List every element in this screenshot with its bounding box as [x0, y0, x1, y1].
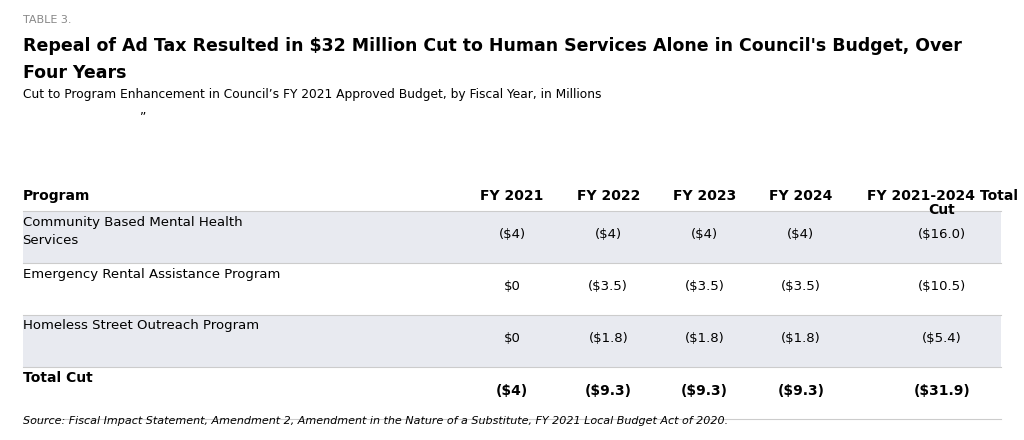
Text: TABLE 3.: TABLE 3.: [23, 15, 71, 26]
Text: Cut to Program Enhancement in Council’s FY 2021 Approved Budget, by Fiscal Year,: Cut to Program Enhancement in Council’s …: [23, 88, 601, 101]
Text: ($9.3): ($9.3): [681, 384, 728, 398]
Text: Community Based Mental Health
Services: Community Based Mental Health Services: [23, 216, 242, 246]
Text: Cut: Cut: [929, 203, 955, 217]
Text: FY 2024: FY 2024: [769, 189, 833, 203]
Text: Total Cut: Total Cut: [23, 371, 92, 385]
Text: ($4): ($4): [595, 228, 622, 241]
Text: ($9.3): ($9.3): [585, 384, 632, 398]
Text: Source: Fiscal Impact Statement, Amendment 2, Amendment in the Nature of a Subst: Source: Fiscal Impact Statement, Amendme…: [23, 416, 728, 426]
Text: ($1.8): ($1.8): [685, 332, 724, 345]
Text: $0: $0: [504, 280, 520, 293]
Text: ($10.5): ($10.5): [918, 280, 967, 293]
Text: ($1.8): ($1.8): [781, 332, 820, 345]
Text: FY 2021: FY 2021: [480, 189, 544, 203]
Text: ($3.5): ($3.5): [781, 280, 820, 293]
Text: ($9.3): ($9.3): [777, 384, 824, 398]
Text: ($31.9): ($31.9): [913, 384, 971, 398]
Text: Repeal of Ad Tax Resulted in $32 Million Cut to Human Services Alone in Council': Repeal of Ad Tax Resulted in $32 Million…: [23, 37, 962, 55]
Text: Four Years: Four Years: [23, 64, 126, 82]
Text: Program: Program: [23, 189, 90, 203]
Text: Homeless Street Outreach Program: Homeless Street Outreach Program: [23, 319, 259, 333]
Text: ($4): ($4): [499, 228, 525, 241]
Text: FY 2021-2024 Total: FY 2021-2024 Total: [866, 189, 1018, 203]
Text: FY 2022: FY 2022: [577, 189, 640, 203]
Text: ($5.4): ($5.4): [923, 332, 962, 345]
Text: FY 2023: FY 2023: [673, 189, 736, 203]
Text: ($4): ($4): [787, 228, 814, 241]
Text: $0: $0: [504, 332, 520, 345]
Text: ($4): ($4): [691, 228, 718, 241]
Text: ($4): ($4): [496, 384, 528, 398]
Text: ($16.0): ($16.0): [919, 228, 966, 241]
Text: ($1.8): ($1.8): [589, 332, 628, 345]
Text: ($3.5): ($3.5): [589, 280, 628, 293]
Text: Emergency Rental Assistance Program: Emergency Rental Assistance Program: [23, 268, 280, 281]
Text: ”: ”: [140, 111, 146, 125]
Text: ($3.5): ($3.5): [685, 280, 724, 293]
